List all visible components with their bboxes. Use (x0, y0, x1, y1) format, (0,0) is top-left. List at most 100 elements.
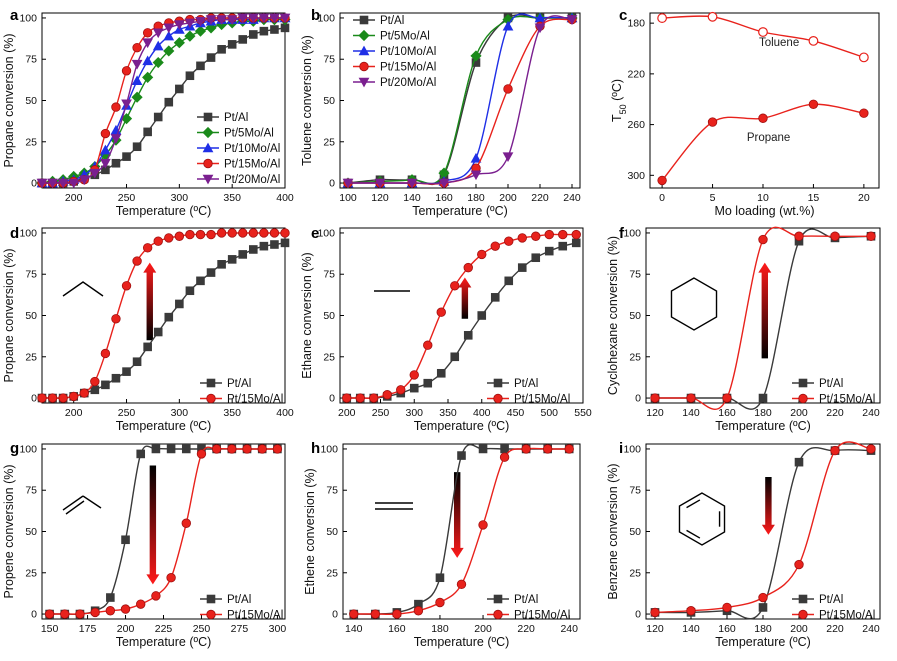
y-tick-label: 75 (323, 54, 335, 66)
data-point (370, 609, 381, 619)
data-point (758, 113, 768, 123)
y-axis-label: Toluene conversion (%) (300, 35, 314, 166)
y-tick-label: 50 (629, 310, 641, 322)
y-tick-label: 300 (627, 170, 645, 182)
x-tick-label: 200 (65, 407, 83, 419)
data-point (197, 444, 206, 454)
data-point (194, 25, 207, 37)
data-point (131, 91, 143, 103)
data-point (226, 15, 238, 25)
y-axis-label: Cyclohexane conversion (%) (606, 236, 620, 395)
x-axis-label: Mo loading (wt.%) (714, 204, 814, 218)
y-tick-label: 50 (629, 526, 641, 538)
y-axis-label-main: T (610, 114, 624, 122)
y-tick-label: 75 (629, 485, 641, 497)
legend-marker (203, 158, 213, 169)
x-tick-label: 400 (276, 192, 294, 204)
data-point (758, 393, 768, 403)
legend-marker (206, 594, 216, 604)
y-tick-label: 25 (25, 351, 37, 363)
x-tick-label: 140 (345, 623, 363, 635)
x-tick-label: 220 (826, 407, 844, 419)
x-tick-label: 150 (41, 623, 59, 635)
legend-entry: Pt/10Mo/Al (380, 46, 436, 58)
data-point (499, 452, 510, 462)
propane-structure-icon (62, 281, 104, 297)
data-point (58, 393, 68, 403)
x-tick-label: 200 (499, 192, 517, 204)
y-tick-label: 75 (323, 269, 335, 281)
y-axis-label: Ethane conversion (%) (300, 252, 314, 378)
data-point (830, 445, 840, 456)
x-tick-label: 275 (231, 623, 249, 635)
legend-entry: Pt/15Mo/Al (380, 62, 436, 74)
data-point (478, 520, 488, 530)
panel-label: b (311, 7, 320, 24)
data-point (558, 241, 568, 251)
x-tick-label: 250 (372, 407, 390, 419)
data-point (249, 30, 258, 39)
arrow-down-icon (450, 472, 464, 558)
series-line (346, 242, 577, 399)
series-pt-15mo-al (349, 444, 574, 619)
data-point (216, 228, 227, 238)
data-point (686, 393, 696, 403)
x-tick-label: 550 (574, 407, 592, 419)
x-tick-label: 400 (473, 407, 491, 419)
data-point (121, 66, 132, 76)
data-point (382, 390, 392, 400)
x-tick-label: 175 (79, 623, 97, 635)
data-point (216, 15, 227, 25)
data-point (101, 165, 110, 175)
data-point (143, 127, 152, 137)
data-point (531, 253, 541, 263)
legend-marker (493, 594, 503, 604)
arrow-down-icon (761, 477, 775, 535)
data-point (269, 13, 280, 24)
legend-entry: Pt/Al (227, 594, 251, 606)
x-tick-label: 0 (659, 192, 665, 204)
panel-e: 200 250 300 350 400 450 500 550 0 25 50 75 100 Temper… (300, 225, 592, 433)
legend-marker (358, 29, 370, 42)
annotation-label: Propane (747, 132, 790, 144)
x-tick-label: 20 (858, 192, 870, 204)
data-point (106, 593, 115, 602)
cyclohexane-structure-icon (670, 277, 718, 331)
x-tick-label: 180 (754, 407, 772, 419)
data-point (490, 241, 500, 251)
data-point (517, 233, 527, 243)
data-point (111, 314, 121, 324)
y-axis-label: Propane conversion (%) (2, 248, 16, 382)
series-pt-al (349, 444, 574, 619)
x-tick-label: 200 (790, 407, 808, 419)
data-point (257, 444, 267, 454)
data-point (707, 11, 718, 22)
legend-entry: Pt/5Mo/Al (224, 128, 274, 140)
data-point (175, 299, 184, 309)
y-tick-label: 100 (320, 443, 338, 455)
data-point (181, 444, 191, 454)
data-point (503, 84, 513, 94)
propene-double-bond (65, 500, 85, 515)
data-point (794, 236, 804, 246)
data-point (238, 35, 248, 44)
data-point (238, 250, 248, 259)
data-point (722, 602, 732, 613)
x-tick-label: 350 (223, 407, 241, 419)
plot-frame (339, 12, 581, 189)
data-point (152, 56, 164, 69)
data-point (132, 256, 142, 266)
benzene-structure-icon (678, 492, 726, 546)
x-tick-label: 240 (560, 623, 578, 635)
data-point (470, 170, 482, 181)
data-point (504, 236, 514, 246)
data-point (794, 231, 804, 241)
data-point (758, 27, 768, 37)
x-axis-label: Temperature (ºC) (116, 204, 212, 218)
data-point (558, 229, 568, 240)
y-tick-label: 0 (635, 609, 641, 621)
x-tick-label: 140 (682, 623, 700, 635)
data-point (758, 234, 768, 245)
legend-marker (206, 609, 216, 620)
